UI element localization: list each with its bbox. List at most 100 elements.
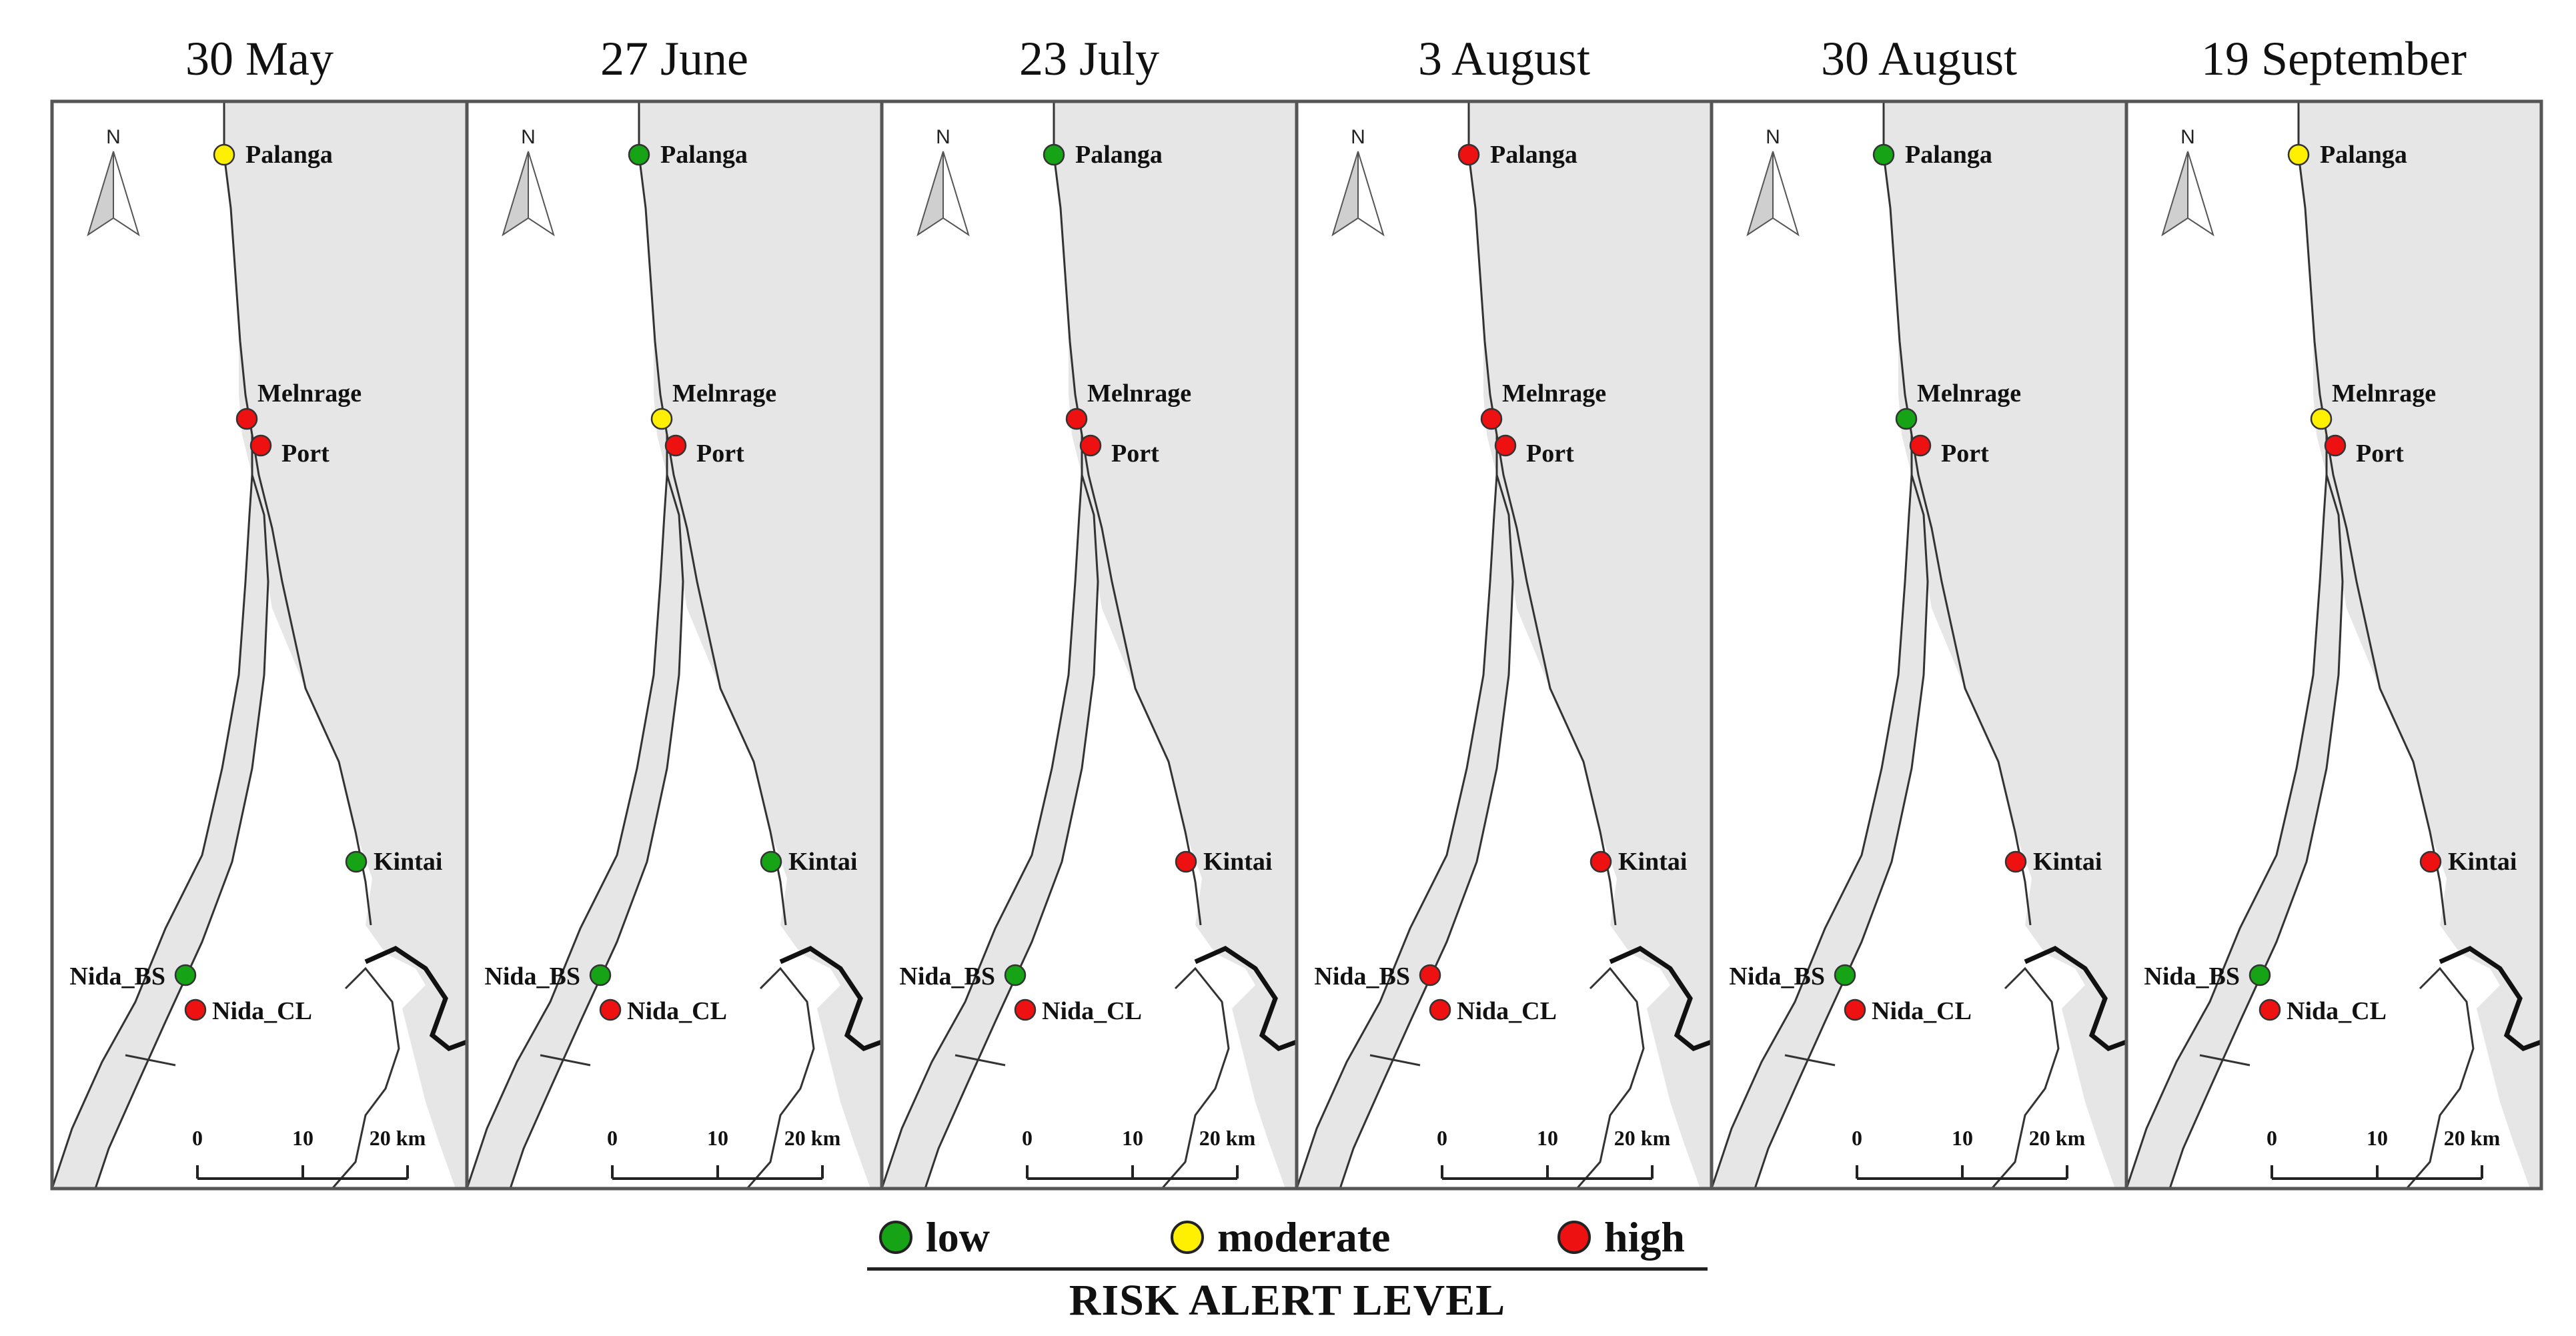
scale-bar-line: [1856, 1165, 2068, 1180]
station-label-kintai: Kintai: [2448, 848, 2517, 876]
station-marker-nida_bs: [2248, 964, 2271, 986]
station-marker-nida_bs: [174, 964, 197, 986]
station-label-nida_bs: Nida_BS: [69, 962, 165, 990]
station-label-nida_cl: Nida_CL: [1042, 997, 1142, 1025]
spit-inner-shore: [509, 474, 684, 1189]
legend-dot-high: [1557, 1221, 1591, 1254]
map-panel-5: N 0 10 20 km Palanga Melnrage Port Kintai Nida_B…: [1710, 99, 2128, 1191]
station-marker-palanga: [213, 143, 235, 166]
station-label-nida_cl: Nida_CL: [1457, 997, 1557, 1025]
scale-bar-line: [1026, 1165, 1239, 1180]
station-label-nida_bs: Nida_BS: [2144, 962, 2240, 990]
scale-tick-0: 0: [2267, 1126, 2277, 1150]
legend-label-high: high: [1604, 1213, 1685, 1261]
spit-outer-shore: [51, 435, 253, 1189]
station-marker-melnrage: [650, 408, 673, 430]
coastline: [1467, 101, 1617, 926]
coastline: [1882, 101, 2032, 926]
delta-shore: [1161, 966, 1230, 1189]
scale-tick-1: 10: [1537, 1126, 1558, 1150]
river: [2024, 946, 2128, 1051]
station-label-nida_bs: Nida_BS: [899, 962, 995, 990]
scale-tick-1: 10: [1122, 1126, 1143, 1150]
station-marker-kintai: [2004, 850, 2027, 873]
station-marker-nida_cl: [599, 998, 622, 1021]
lagoon-water: [1469, 101, 1712, 1189]
station-label-port: Port: [1111, 440, 1159, 468]
north-arrow-right: [1357, 151, 1385, 237]
station-label-palanga: Palanga: [2320, 141, 2407, 169]
north-arrow-right: [2187, 151, 2214, 237]
map-panel-1: N 0 10 20 km Palanga Melnrage Port Kintai Nida_B…: [50, 99, 469, 1191]
north-arrow-label: N: [106, 126, 121, 148]
station-label-port: Port: [281, 440, 330, 468]
station-marker-nida_bs: [589, 964, 612, 986]
lagoon-water: [1054, 101, 1297, 1189]
delta-shore: [1575, 966, 1645, 1189]
north-arrow-icon: N: [87, 126, 140, 237]
north-arrow-label: N: [2180, 126, 2195, 148]
lagoon-water: [639, 101, 882, 1189]
north-arrow-icon: N: [916, 126, 970, 237]
station-marker-palanga: [2287, 143, 2310, 166]
station-label-nida_bs: Nida_BS: [484, 962, 580, 990]
river: [1194, 946, 1298, 1051]
scale-tick-2: 20 km: [370, 1126, 426, 1150]
curonian-spit: [1712, 475, 1928, 1189]
lagoon-water: [224, 101, 467, 1189]
border-line: [125, 1054, 176, 1067]
scale-bar-line: [2271, 1165, 2483, 1180]
station-label-port: Port: [1941, 440, 1989, 468]
border-line: [1369, 1054, 1421, 1067]
scale-tick-0: 0: [1437, 1126, 1447, 1150]
coastline: [1053, 101, 1202, 926]
station-marker-nida_bs: [1834, 964, 1856, 986]
spit-outer-shore: [880, 435, 1083, 1189]
river: [779, 946, 883, 1051]
station-marker-kintai: [760, 850, 782, 873]
legend-dot-low: [879, 1221, 912, 1254]
panel-title-3: 23 July: [1019, 32, 1159, 85]
station-label-nida_cl: Nida_CL: [1872, 997, 1972, 1025]
station-label-kintai: Kintai: [788, 848, 857, 876]
station-marker-melnrage: [235, 408, 258, 430]
map-panel-4: N 0 10 20 km Palanga Melnrage Port Kintai Nida_B…: [1295, 99, 1714, 1191]
scale-tick-2: 20 km: [2029, 1126, 2086, 1150]
delta-shore: [1990, 966, 2060, 1189]
station-marker-melnrage: [1480, 408, 1503, 430]
station-label-melnrage: Melnrage: [1917, 380, 2021, 408]
station-marker-nida_cl: [1429, 998, 1451, 1021]
spit-outer-shore: [2125, 435, 2328, 1189]
north-arrow-label: N: [1351, 126, 1365, 148]
spit-outer-shore: [1710, 435, 1913, 1189]
station-label-kintai: Kintai: [1203, 848, 1272, 876]
curonian-spit: [2126, 475, 2343, 1189]
scale-tick-2: 20 km: [784, 1126, 841, 1150]
legend-item-moderate: moderate: [1171, 1211, 1390, 1264]
map-panel-6: N 0 10 20 km Palanga Melnrage Port Kintai Nida_B…: [2124, 99, 2543, 1191]
spit-outer-shore: [1295, 435, 1498, 1189]
border-line: [540, 1054, 591, 1067]
panel-title-1: 30 May: [185, 32, 334, 85]
station-label-melnrage: Melnrage: [257, 380, 362, 408]
panel-title-2: 27 June: [600, 32, 748, 85]
station-label-nida_cl: Nida_CL: [212, 997, 312, 1025]
station-label-melnrage: Melnrage: [2332, 380, 2436, 408]
scale-bar-line: [611, 1165, 824, 1180]
river: [1609, 946, 1713, 1051]
map-panel-2: N 0 10 20 km Palanga Melnrage Port Kintai Nida_B…: [465, 99, 884, 1191]
station-marker-melnrage: [1895, 408, 1918, 430]
border-line: [2199, 1054, 2250, 1067]
border-line: [954, 1054, 1006, 1067]
station-marker-palanga: [1457, 143, 1480, 166]
north-arrow-label: N: [936, 126, 950, 148]
scale-bar: 0 10 20 km: [1437, 1126, 1671, 1180]
station-marker-melnrage: [2310, 408, 2333, 430]
scale-tick-2: 20 km: [2444, 1126, 2501, 1150]
station-label-palanga: Palanga: [1905, 141, 1992, 169]
station-marker-nida_cl: [2259, 998, 2281, 1021]
river: [2439, 946, 2543, 1051]
station-label-kintai: Kintai: [2033, 848, 2102, 876]
station-marker-port: [1909, 434, 1932, 457]
station-label-melnrage: Melnrage: [1087, 380, 1191, 408]
